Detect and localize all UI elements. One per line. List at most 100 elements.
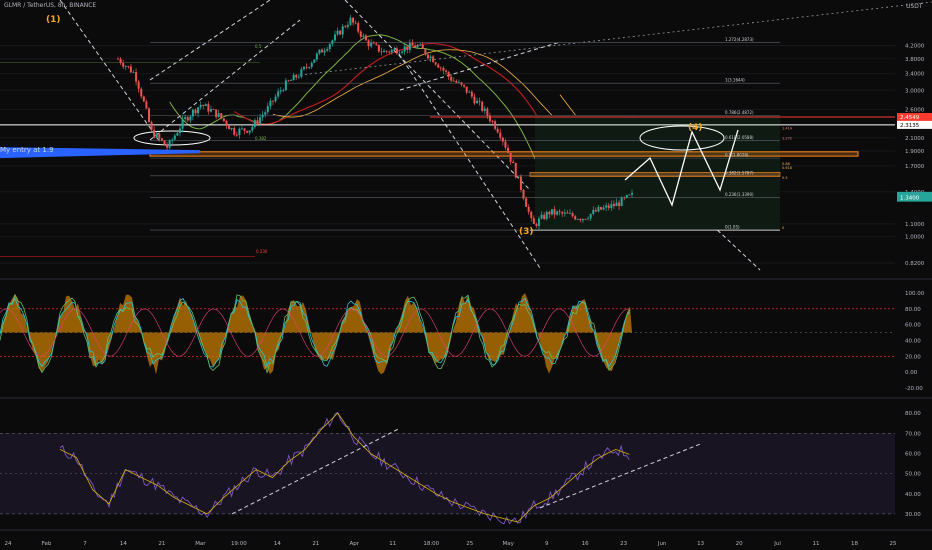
price-badge-label: 1.3400 bbox=[900, 196, 920, 202]
candle-body bbox=[217, 113, 220, 118]
overlays bbox=[0, 0, 932, 271]
candle-body bbox=[166, 144, 169, 148]
fib-level-label: 0.382(1.5787) bbox=[725, 170, 754, 175]
candle-body bbox=[432, 56, 435, 63]
candle-body bbox=[494, 121, 497, 129]
candle-body bbox=[470, 91, 473, 97]
candle-body bbox=[310, 62, 313, 68]
candle-body bbox=[176, 132, 179, 136]
candle-body bbox=[127, 66, 130, 68]
stoch-k bbox=[0, 297, 631, 369]
candle-body bbox=[323, 50, 326, 53]
candle-body bbox=[189, 116, 192, 121]
price-badge bbox=[897, 193, 932, 202]
trendline bbox=[399, 41, 561, 91]
time-tick-label: 24 bbox=[5, 541, 12, 547]
fib-left-a: 0.5 bbox=[255, 44, 262, 49]
candle-body bbox=[372, 42, 375, 44]
candle-body bbox=[465, 86, 468, 93]
trendline bbox=[394, 47, 541, 269]
candle-body bbox=[491, 121, 494, 122]
entry-zone bbox=[149, 151, 859, 157]
candle-body bbox=[271, 100, 274, 102]
time-tick-label: 9 bbox=[545, 541, 549, 547]
candle-body bbox=[499, 132, 502, 138]
price-badge-label: 2.4549 bbox=[900, 115, 920, 121]
time-tick-label: Jul bbox=[773, 541, 781, 547]
rsi-trendline bbox=[539, 442, 703, 509]
price-tick-label: 1.1000 bbox=[905, 222, 925, 228]
candle-body bbox=[623, 197, 626, 199]
candle-body bbox=[253, 120, 256, 128]
time-tick-label: 11 bbox=[813, 541, 820, 547]
candle-body bbox=[243, 128, 246, 131]
candle-body bbox=[447, 71, 450, 77]
fib-level-label: 0.236(1.3390) bbox=[725, 192, 754, 197]
candle-body bbox=[168, 140, 171, 148]
candle-body bbox=[279, 90, 282, 92]
wave-1-label: (1) bbox=[46, 15, 61, 25]
candle-body bbox=[370, 42, 373, 47]
candle-body bbox=[344, 26, 347, 28]
candle-body bbox=[421, 44, 424, 49]
rsi-tick-label: 30.00 bbox=[905, 512, 921, 518]
candle-body bbox=[135, 72, 138, 82]
candle-body bbox=[408, 42, 411, 50]
candle-body bbox=[178, 128, 181, 133]
time-tick-label: 16 bbox=[582, 541, 589, 547]
candle-body bbox=[230, 127, 233, 130]
candle-body bbox=[383, 50, 386, 53]
candle-body bbox=[354, 22, 357, 24]
rsi-trendline bbox=[231, 428, 399, 515]
candle-body bbox=[367, 40, 370, 47]
wave-3-label: (3) bbox=[519, 227, 534, 237]
small-red-label: 0.236 bbox=[256, 249, 268, 254]
candles bbox=[117, 14, 633, 230]
price-tick-label: 2.1000 bbox=[905, 136, 925, 142]
candle-body bbox=[160, 138, 163, 141]
price-tick-label: 2.6000 bbox=[905, 107, 925, 113]
candle-body bbox=[173, 135, 176, 140]
candle-body bbox=[313, 59, 316, 63]
candle-body bbox=[414, 45, 417, 48]
time-tick-label: 7 bbox=[83, 541, 87, 547]
candle-body bbox=[625, 195, 628, 198]
candle-body bbox=[282, 90, 285, 91]
time-tick-label: 14 bbox=[274, 541, 281, 547]
candle-body bbox=[295, 74, 298, 78]
candle-body bbox=[569, 213, 572, 214]
price-tick-label: 1.9000 bbox=[905, 149, 925, 155]
candle-body bbox=[460, 82, 463, 85]
candle-body bbox=[117, 58, 119, 60]
candle-body bbox=[199, 104, 202, 108]
candle-body bbox=[122, 63, 125, 67]
small-zone bbox=[529, 172, 781, 177]
candle-body bbox=[119, 58, 122, 64]
rsi-tick-label: 60.00 bbox=[905, 451, 921, 457]
candle-body bbox=[473, 96, 476, 104]
candle-body bbox=[331, 40, 334, 44]
candle-body bbox=[264, 112, 267, 115]
candle-body bbox=[155, 133, 158, 138]
time-tick-label: 18 bbox=[851, 541, 858, 547]
quote-currency: USDT bbox=[906, 3, 923, 10]
wave-4-label: (4) bbox=[688, 123, 703, 133]
fib-level-label: 0.618(2.0588) bbox=[725, 135, 754, 140]
candle-body bbox=[450, 76, 453, 81]
candle-body bbox=[581, 218, 584, 221]
candle-body bbox=[163, 140, 166, 145]
candle-body bbox=[222, 118, 225, 121]
candle-body bbox=[452, 80, 455, 82]
candle-body bbox=[574, 216, 577, 220]
candle-body bbox=[587, 218, 590, 220]
time-tick-label: Mar bbox=[195, 541, 206, 547]
candle-body bbox=[429, 56, 432, 59]
fib-level-label: 0.786(2.4872) bbox=[725, 110, 754, 115]
candle-body bbox=[605, 205, 608, 208]
candle-body bbox=[439, 67, 442, 69]
candle-body bbox=[597, 207, 600, 212]
candle-body bbox=[352, 17, 355, 23]
candle-body bbox=[274, 96, 277, 102]
time-tick-label: 11 bbox=[389, 541, 396, 547]
